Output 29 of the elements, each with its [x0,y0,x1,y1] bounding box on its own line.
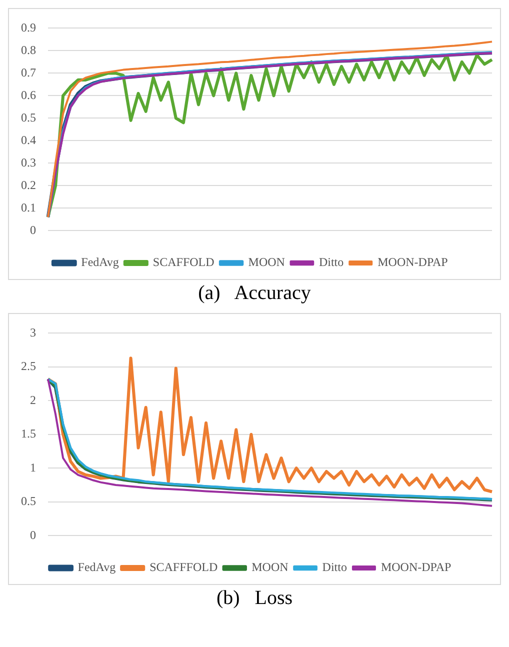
y-tick-label: 0 [30,528,36,542]
y-tick-label: 0.4 [21,132,36,147]
y-tick-label: 0.3 [21,155,36,170]
y-tick-label: 1.5 [21,426,36,441]
y-tick-label: 0 [30,222,36,237]
legend-label: Ditto [322,560,347,574]
legend-label: MOON [252,560,289,574]
legend-label: MOON-DPAP [378,255,448,270]
legend-label: FedAvg [81,255,119,270]
legend-label: FedAvg [78,560,116,574]
legend-label: SCAFFOLD [152,255,215,270]
legend-label: Ditto [318,255,344,270]
y-tick-label: 2.5 [21,359,36,374]
y-tick-label: 0.9 [21,20,36,34]
legend-label: MOON [248,255,286,270]
y-tick-label: 2 [30,392,36,407]
y-tick-label: 3 [30,325,36,340]
y-tick-label: 0.5 [21,494,36,508]
legend-label: MOON-DPAP [380,560,452,574]
text: (b) Loss [215,587,294,610]
y-tick-label: 0.7 [21,65,36,80]
y-tick-label: 0.8 [21,42,36,57]
text: (a) Accuracy [197,282,312,305]
y-tick-label: 0.5 [21,110,36,124]
y-tick-label: 0.2 [21,178,36,192]
y-tick-label: 0.1 [21,200,36,214]
legend-label: SCAFFFOLD [150,560,218,574]
y-tick-label: 0.6 [21,88,36,102]
y-tick-label: 1 [30,460,36,474]
